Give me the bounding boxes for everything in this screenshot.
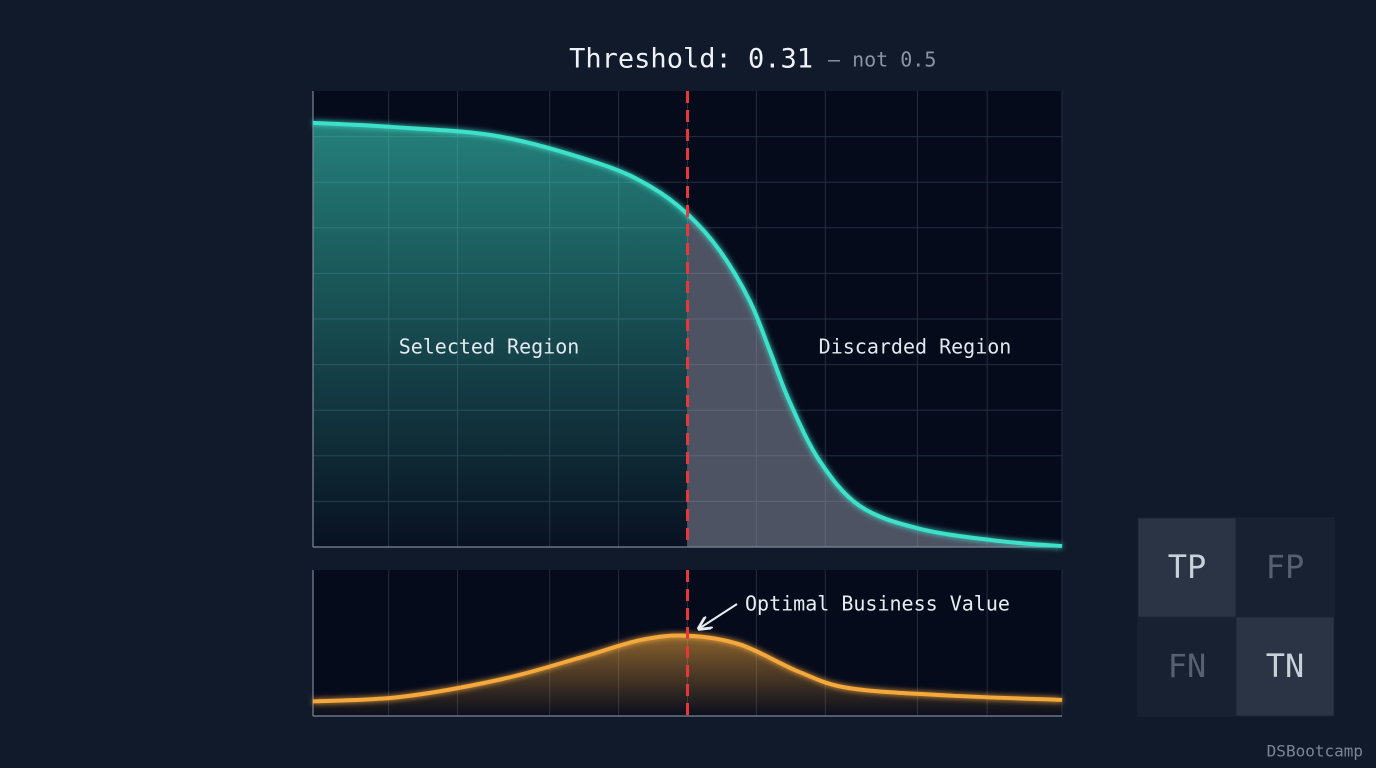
chart-subtitle: — not 0.5: [828, 48, 936, 72]
chart-title: Threshold: 0.31: [569, 44, 813, 75]
area-fill: [687, 635, 1062, 716]
matrix-label: FP: [1266, 548, 1305, 586]
matrix-cell: [1137, 616, 1237, 717]
annotation: Optimal Business Value: [745, 592, 1010, 616]
matrix-cell: [1235, 517, 1335, 618]
confusion-matrix: TP FP FN TN: [1137, 517, 1335, 717]
area-fill: [687, 214, 1062, 547]
line: [312, 120, 1063, 549]
area-fill: [313, 122, 688, 547]
region-label: Discarded Region: [819, 335, 1012, 359]
matrix-cell: [1137, 517, 1237, 618]
matrix-label: FN: [1168, 647, 1207, 685]
matrix-label: TN: [1266, 647, 1305, 685]
region-label: Selected Region: [399, 335, 580, 359]
matrix-label: TP: [1168, 548, 1207, 586]
matrix-cell: [1235, 616, 1335, 717]
brand: DSBootcamp: [1267, 742, 1363, 761]
annotation-arrow: [700, 603, 738, 628]
